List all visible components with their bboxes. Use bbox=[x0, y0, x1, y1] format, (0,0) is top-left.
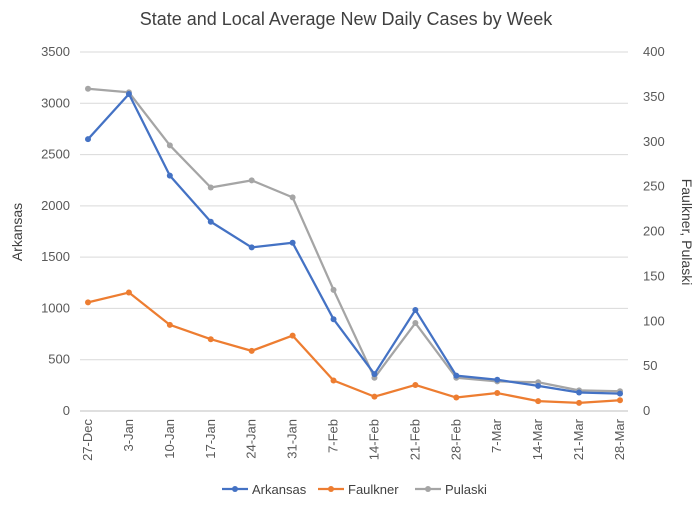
x-tick-label: 7-Feb bbox=[326, 419, 341, 453]
x-tick-label: 14-Feb bbox=[366, 419, 381, 460]
x-tick-label: 31-Jan bbox=[285, 419, 300, 459]
legend-item-pulaski: Pulaski bbox=[415, 482, 487, 497]
x-tick-label: 27-Dec bbox=[80, 419, 95, 461]
data-point-faulkner bbox=[85, 299, 91, 306]
data-point-faulkner bbox=[166, 321, 173, 328]
data-point-arkansas bbox=[289, 239, 296, 246]
data-point-pulaski bbox=[166, 142, 173, 149]
data-point-arkansas bbox=[207, 218, 214, 225]
data-point-arkansas bbox=[85, 136, 91, 143]
data-point-arkansas bbox=[371, 371, 378, 378]
data-point-faulkner bbox=[494, 390, 501, 397]
data-point-arkansas bbox=[330, 316, 337, 323]
legend-item-arkansas: Arkansas bbox=[222, 482, 307, 497]
data-point-faulkner bbox=[248, 347, 255, 354]
secondary-y-tick-label: 350 bbox=[643, 89, 665, 104]
primary-y-tick-label: 1500 bbox=[41, 249, 70, 264]
data-point-pulaski bbox=[248, 177, 255, 184]
primary-y-tick-label: 2500 bbox=[41, 147, 70, 162]
secondary-y-tick-label: 400 bbox=[643, 44, 665, 59]
x-tick-label: 24-Jan bbox=[244, 419, 259, 459]
data-point-faulkner bbox=[371, 393, 378, 400]
secondary-y-tick-label: 100 bbox=[643, 313, 665, 328]
primary-y-axis: 0 500 1000 1500 2000 2500 3000 3500 bbox=[41, 44, 70, 418]
legend-label: Faulkner bbox=[348, 482, 399, 497]
legend: Arkansas Faulkner Pulaski bbox=[222, 482, 487, 497]
legend-label: Arkansas bbox=[252, 482, 307, 497]
secondary-y-tick-label: 250 bbox=[643, 179, 665, 194]
primary-y-axis-title: Arkansas bbox=[9, 203, 25, 261]
secondary-y-tick-label: 50 bbox=[643, 358, 657, 373]
series-line-faulkner bbox=[87, 291, 621, 405]
data-point-faulkner bbox=[125, 289, 132, 296]
data-point-arkansas bbox=[248, 244, 255, 251]
legend-marker bbox=[232, 486, 238, 492]
series-arkansas bbox=[85, 91, 623, 397]
primary-y-tick-label: 2000 bbox=[41, 198, 70, 213]
data-point-pulaski bbox=[412, 320, 419, 327]
primary-y-tick-label: 0 bbox=[63, 403, 70, 418]
legend-marker bbox=[328, 486, 334, 492]
series-line-pulaski bbox=[87, 87, 621, 393]
legend-item-faulkner: Faulkner bbox=[318, 482, 399, 497]
secondary-y-tick-label: 300 bbox=[643, 134, 665, 149]
data-point-arkansas bbox=[412, 306, 419, 313]
primary-y-tick-label: 1000 bbox=[41, 300, 70, 315]
primary-y-tick-label: 500 bbox=[48, 352, 70, 367]
data-point-faulkner bbox=[412, 381, 419, 388]
x-tick-label: 21-Mar bbox=[571, 418, 586, 460]
secondary-y-tick-label: 200 bbox=[643, 224, 665, 239]
data-point-faulkner bbox=[576, 399, 583, 406]
x-tick-label: 17-Jan bbox=[203, 419, 218, 459]
secondary-y-axis-title: Faulkner, Pulaski bbox=[679, 179, 695, 286]
secondary-y-axis: 0 50 100 150 200 250 300 350 400 bbox=[643, 44, 665, 418]
data-point-pulaski bbox=[289, 194, 296, 201]
x-tick-label: 10-Jan bbox=[162, 419, 177, 459]
data-point-arkansas bbox=[166, 172, 173, 179]
legend-label: Pulaski bbox=[445, 482, 487, 497]
legend-marker bbox=[425, 486, 431, 492]
data-point-arkansas bbox=[125, 91, 132, 98]
secondary-y-tick-label: 0 bbox=[643, 403, 650, 418]
x-tick-label: 7-Mar bbox=[489, 418, 504, 453]
series-line-arkansas bbox=[87, 92, 621, 395]
x-axis: 27-Dec 3-Jan 10-Jan 17-Jan 24-Jan 31-Jan 7-Feb… bbox=[80, 418, 627, 461]
data-point-faulkner bbox=[330, 377, 337, 384]
x-tick-label: 14-Mar bbox=[530, 418, 545, 460]
data-point-faulkner bbox=[207, 336, 214, 343]
secondary-y-tick-label: 150 bbox=[643, 268, 665, 283]
primary-y-tick-label: 3000 bbox=[41, 95, 70, 110]
data-point-pulaski bbox=[85, 85, 91, 92]
data-point-arkansas bbox=[453, 372, 460, 379]
gridlines bbox=[80, 51, 628, 412]
data-point-arkansas bbox=[535, 382, 542, 389]
x-tick-label: 21-Feb bbox=[407, 419, 422, 460]
x-tick-label: 3-Jan bbox=[121, 419, 136, 452]
data-point-faulkner bbox=[453, 394, 460, 401]
series-faulkner bbox=[85, 289, 623, 406]
data-point-faulkner bbox=[535, 398, 542, 405]
data-point-arkansas bbox=[494, 376, 501, 383]
data-point-pulaski bbox=[330, 286, 337, 293]
primary-y-tick-label: 3500 bbox=[41, 44, 70, 59]
data-point-faulkner bbox=[289, 332, 296, 339]
data-point-arkansas bbox=[617, 390, 623, 397]
x-tick-label: 28-Mar bbox=[612, 418, 627, 460]
data-point-faulkner bbox=[617, 397, 623, 404]
x-tick-label: 28-Feb bbox=[448, 419, 463, 460]
chart-title: State and Local Average New Daily Cases … bbox=[140, 9, 554, 29]
series-lines bbox=[85, 85, 623, 406]
data-point-arkansas bbox=[576, 389, 583, 396]
data-point-pulaski bbox=[207, 184, 214, 191]
